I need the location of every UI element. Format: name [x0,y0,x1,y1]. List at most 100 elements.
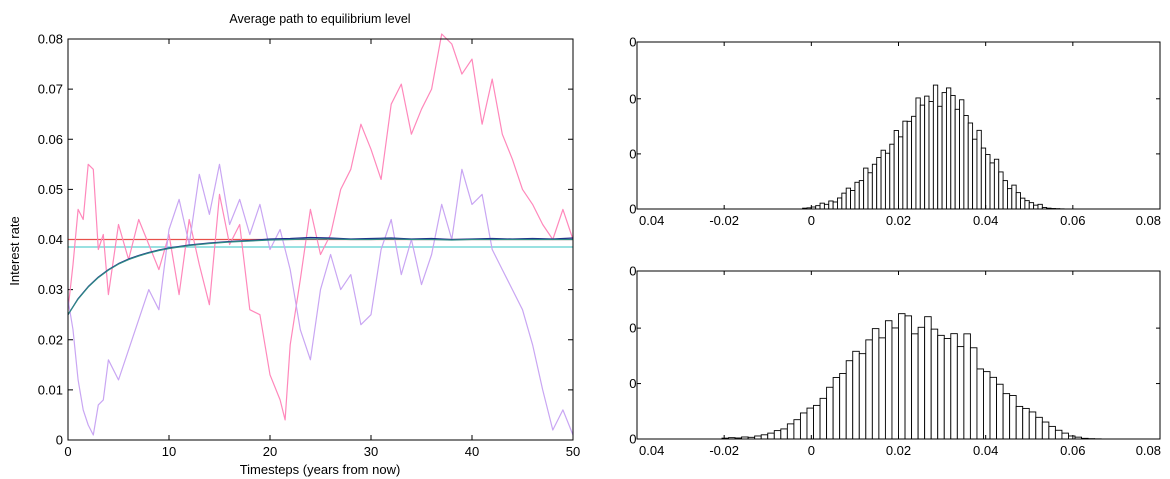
y-tick-label: 0 [629,146,636,161]
x-tick-label: -0.02 [709,213,739,228]
path-chart: Average path to equilibrium level Timest… [7,12,580,477]
histogram-bar [911,333,919,440]
histogram-bar [1061,432,1069,440]
y-tick-label: 0.02 [38,332,63,347]
histogram-bar [832,377,841,440]
histogram-bars [802,84,1065,210]
x-tick-label: 0.04 [973,213,998,228]
histogram-bar [893,130,899,210]
y-tick-label: 0 [629,321,636,336]
histogram-bar [891,327,899,440]
x-tick-label: 0 [808,213,815,228]
histogram-bar [845,360,854,440]
histogram-bar [799,412,808,440]
histogram-top: 0.04 -0.02 0 0.02 0.04 0.06 0.08 0 0 0 0 [629,35,1161,229]
histogram-bar [889,143,895,210]
histogram-bar [963,115,969,210]
histogram-bar [828,200,834,210]
histogram-bar [878,337,886,440]
histogram-bar [1048,425,1056,440]
histogram-bar [956,346,965,440]
histogram-bar [969,347,978,440]
histogram-bar [884,320,893,440]
histogram-bar [806,407,814,440]
histogram-bar [826,386,834,440]
x-tick-label: 0.08 [1136,213,1161,228]
histogram-bar [780,428,788,440]
histogram-bar [937,105,943,210]
histogram-bar [1002,180,1008,210]
histogram-bar [989,376,998,440]
histogram-bar [937,334,945,440]
histogram-bar [1022,407,1030,440]
histogram-bar [871,163,878,210]
histogram-bar [850,190,856,210]
histogram-bar [915,97,921,210]
histogram-bar [932,84,939,210]
histogram-bar [898,313,906,440]
histogram-bar [880,149,886,210]
histogram-bar [959,99,965,210]
axis-ticks: 0.04 -0.02 0 0.02 0.04 0.06 0.08 0 0 0 0 [629,35,1161,229]
histogram-bar [767,432,775,440]
histogram-bar [996,383,1004,440]
histogram-bar [967,122,974,210]
histogram-bar [1009,395,1017,440]
histogram-bar [1015,192,1021,210]
histogram-bar [911,115,917,210]
y-tick-label: 0 [629,91,636,106]
x-tick-label: 20 [263,444,277,459]
x-tick-label: 30 [364,444,378,459]
histogram-bar [919,104,926,210]
histogram-bar [871,328,880,440]
histogram-bar [1028,411,1037,440]
histogram-bar [819,202,825,210]
x-tick-label: 0.08 [1136,443,1161,458]
y-tick-label: 0 [629,35,636,50]
plot-frame [636,41,1161,210]
histogram-bar [950,94,956,210]
histogram-bar [813,404,821,440]
histogram-bar [832,201,838,210]
histogram-bar [852,350,860,440]
histogram-bar [985,154,991,210]
axis-ticks: 0 10 20 30 40 50 0 0.01 0.02 0.03 0.04 0.05 0.06 0.07… [38,32,581,460]
x-tick-label: 0.04 [639,213,664,228]
histogram-bar [823,203,830,210]
x-tick-label: 10 [162,444,176,459]
series-line [67,238,573,316]
histogram-bar [917,326,926,440]
histogram-bar [815,205,821,210]
histogram-bar [941,92,947,210]
histogram-bar [1035,416,1043,440]
x-axis-label: Timesteps (years from now) [240,462,401,477]
histogram-bar [858,353,867,440]
histogram-bar [841,192,847,210]
y-tick-label: 0.08 [38,32,63,47]
histogram-bar [863,167,869,210]
histogram-bar [1020,197,1026,210]
histogram-bar [1011,184,1017,210]
y-tick-label: 0 [629,376,636,391]
histogram-bar [845,187,852,210]
y-tick-label: 0.01 [38,382,63,397]
chart-title: Average path to equilibrium level [229,12,410,26]
histogram-bar [998,171,1004,210]
x-tick-label: 50 [566,444,580,459]
histogram-bar [945,87,952,210]
histogram-bar [972,138,978,210]
histogram-bar [902,120,908,210]
histogram-bar [950,333,958,440]
histogram-bar [1041,421,1050,440]
histogram-bar [943,338,952,440]
histogram-bar [786,423,795,440]
histogram-bars [721,313,1102,440]
y-tick-label: 0 [56,433,63,448]
y-tick-label: 0.05 [38,182,63,197]
histogram-bar [989,162,995,210]
histogram-bar [993,158,1000,210]
histogram-bar [1002,393,1011,440]
x-tick-label: 40 [465,444,479,459]
histogram-bar [1037,203,1043,210]
